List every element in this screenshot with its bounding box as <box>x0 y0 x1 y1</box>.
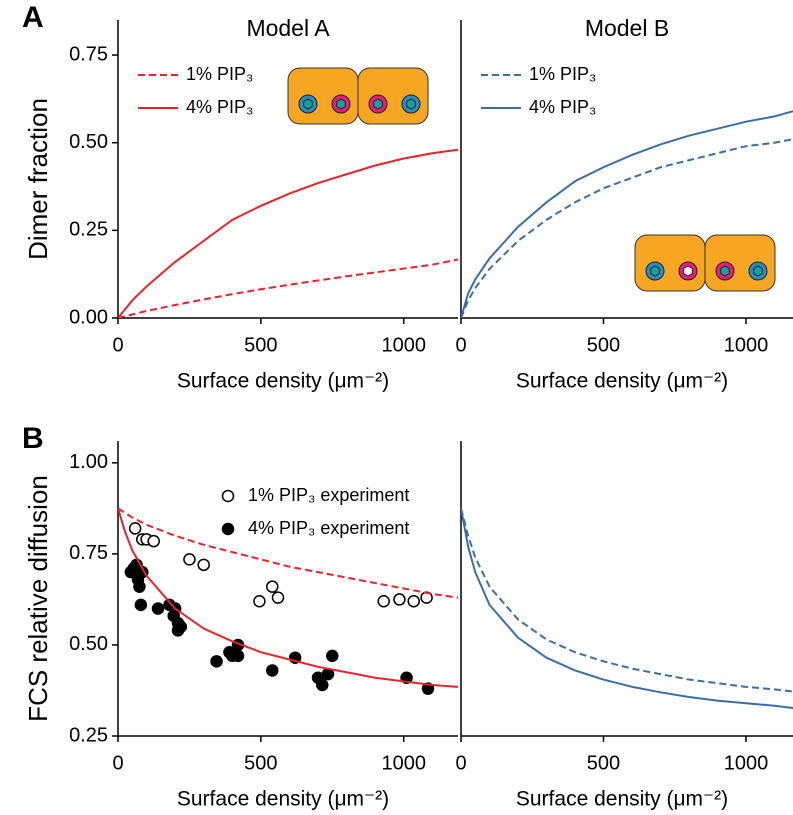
data-line <box>461 110 793 318</box>
hexagon <box>373 98 383 110</box>
membrane-block <box>704 234 776 292</box>
hexagon <box>753 265 763 277</box>
legend-label: 1% PIP₃ experiment <box>248 485 409 505</box>
data-point <box>134 598 148 612</box>
data-point <box>253 594 266 608</box>
inset-illustration <box>634 234 776 292</box>
data-point <box>197 558 210 572</box>
y-tick-label: 1.00 <box>69 451 108 473</box>
y-tick-label: 0.75 <box>69 43 108 65</box>
legend-marker <box>221 522 235 536</box>
data-point <box>133 580 146 593</box>
x-tick-label: 1000 <box>381 752 426 774</box>
data-point <box>407 594 420 608</box>
x-tick-label: 0 <box>455 752 466 774</box>
panel-label: B <box>22 422 44 455</box>
y-tick-label: 0.00 <box>69 306 108 328</box>
x-axis-label: Surface density (μm⁻²) <box>516 788 728 811</box>
data-point <box>316 678 329 692</box>
legend-label: 1% PIP₃ <box>529 64 596 84</box>
y-tick-label: 0.75 <box>69 542 108 564</box>
data-point <box>174 620 188 633</box>
x-tick-label: 0 <box>112 334 123 356</box>
data-point <box>128 522 142 535</box>
panel-label: A <box>22 1 44 34</box>
data-point <box>266 664 279 677</box>
hexagon <box>683 265 693 277</box>
legend-label: 4% PIP₃ <box>529 97 596 117</box>
hexagon <box>406 98 416 110</box>
x-tick-label: 500 <box>244 334 277 356</box>
hexagon <box>303 98 313 110</box>
data-point <box>151 602 165 615</box>
legend-marker <box>221 489 235 503</box>
x-tick-label: 1000 <box>381 334 426 356</box>
x-tick-label: 500 <box>587 752 620 774</box>
y-tick-label: 0.50 <box>69 131 108 153</box>
data-point <box>231 649 245 663</box>
panel-title: Model A <box>246 15 330 41</box>
data-line <box>118 507 458 599</box>
x-tick-label: 500 <box>244 752 277 774</box>
x-tick-label: 1000 <box>724 752 769 774</box>
data-point <box>183 553 196 566</box>
membrane-block <box>634 234 706 292</box>
data-point <box>421 682 435 695</box>
x-axis-label: Surface density (μm⁻²) <box>516 370 728 393</box>
data-line <box>461 508 793 709</box>
y-tick-label: 0.50 <box>69 633 108 655</box>
data-line <box>118 258 458 318</box>
data-line <box>118 148 458 318</box>
legend-label: 4% PIP₃ experiment <box>248 518 409 538</box>
x-tick-label: 0 <box>112 752 123 774</box>
x-tick-label: 500 <box>587 334 620 356</box>
data-line <box>461 508 793 693</box>
x-axis-label: Surface density (μm⁻²) <box>177 788 389 811</box>
data-point <box>210 655 223 668</box>
data-point <box>393 593 406 606</box>
data-point <box>147 534 160 548</box>
y-tick-label: 0.25 <box>69 724 108 746</box>
data-point <box>377 594 390 608</box>
x-axis-label: Surface density (μm⁻²) <box>177 370 389 393</box>
data-point <box>266 580 279 593</box>
y-tick-label: 0.25 <box>69 219 108 241</box>
membrane-block <box>287 67 359 125</box>
data-point <box>326 649 339 663</box>
data-line <box>461 138 793 318</box>
hexagon <box>720 265 730 277</box>
y-axis-label: Dimer fraction <box>23 98 53 260</box>
legend-label: 1% PIP₃ <box>186 64 253 84</box>
data-line <box>118 508 458 688</box>
x-tick-label: 1000 <box>724 334 769 356</box>
membrane-block <box>357 67 429 125</box>
legend-label: 4% PIP₃ <box>186 97 253 117</box>
hexagon <box>336 98 346 110</box>
inset-illustration <box>287 67 429 125</box>
y-axis-label: FCS relative diffusion <box>23 475 53 722</box>
data-point <box>271 591 285 604</box>
x-tick-label: 0 <box>455 334 466 356</box>
hexagon <box>650 265 660 277</box>
panel-title: Model B <box>585 15 669 41</box>
